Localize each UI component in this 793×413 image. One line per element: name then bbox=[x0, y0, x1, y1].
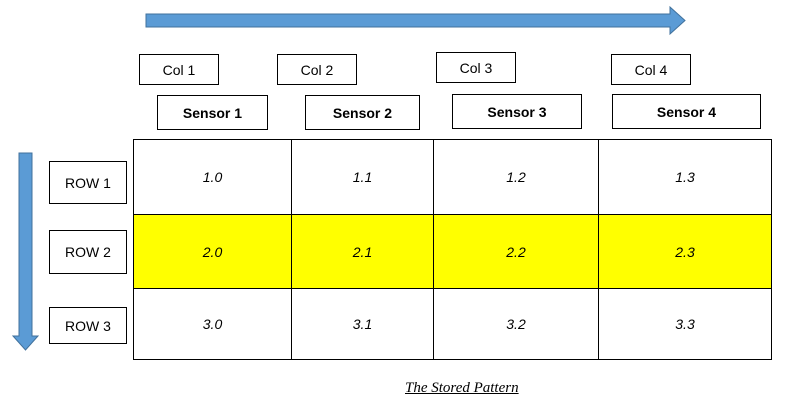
sensor-label-3: Sensor 3 bbox=[452, 94, 582, 129]
sensor-label-2: Sensor 2 bbox=[305, 95, 420, 130]
sensor-label-4: Sensor 4 bbox=[612, 94, 761, 129]
grid-cell: 1.2 bbox=[434, 140, 599, 215]
grid-cell-highlighted: 2.1 bbox=[292, 215, 434, 289]
diagram-caption: The Stored Pattern bbox=[405, 380, 519, 396]
column-label-1: Col 1 bbox=[139, 54, 219, 85]
grid-cell: 3.2 bbox=[434, 289, 599, 359]
stored-pattern-grid: 1.0 1.1 1.2 1.3 2.0 2.1 2.2 2.3 3.0 3.1 … bbox=[133, 139, 772, 360]
row-label-3: ROW 3 bbox=[49, 307, 127, 344]
sensor-label-1: Sensor 1 bbox=[157, 95, 268, 130]
grid-cell-highlighted: 2.2 bbox=[434, 215, 599, 289]
grid-cell-highlighted: 2.0 bbox=[134, 215, 292, 289]
grid-cell: 1.1 bbox=[292, 140, 434, 215]
column-label-3: Col 3 bbox=[436, 52, 516, 83]
grid-cell: 3.0 bbox=[134, 289, 292, 359]
column-label-2: Col 2 bbox=[277, 54, 357, 85]
row-label-1: ROW 1 bbox=[49, 161, 127, 204]
grid-cell: 3.3 bbox=[675, 316, 695, 332]
grid-cell-highlighted: 2.3 bbox=[599, 215, 771, 289]
grid-cell: 1.0 bbox=[134, 140, 292, 215]
row-label-2: ROW 2 bbox=[49, 230, 127, 274]
grid-cell: 3.1 bbox=[292, 289, 434, 359]
grid-cell: 1.3 bbox=[599, 140, 771, 215]
column-label-4: Col 4 bbox=[611, 54, 691, 85]
